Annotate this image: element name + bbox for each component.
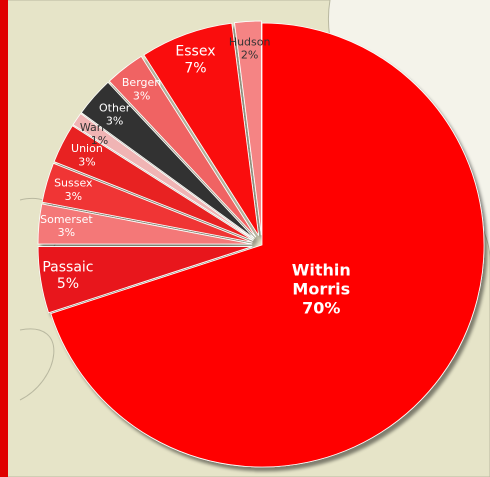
- slice-value-label: 3%: [106, 115, 123, 128]
- slice-value-label: 3%: [78, 155, 95, 168]
- pie-slice: [50, 22, 485, 468]
- side-stripe: [0, 0, 8, 477]
- slice-value-label: 3%: [133, 89, 150, 102]
- slice-label: Other: [99, 101, 131, 114]
- slice-value-label: 1%: [91, 134, 108, 147]
- pie-slice: [37, 203, 253, 245]
- slice-label: Hudson: [229, 35, 271, 48]
- slice-label: Warren: [80, 121, 119, 134]
- slice-label: Passaic: [42, 259, 93, 275]
- pie-slice: [37, 246, 253, 314]
- slice-label: Bergen: [122, 76, 161, 89]
- slice-label: Somerset: [40, 213, 93, 226]
- slice-label-line: Morris: [292, 279, 350, 298]
- slice-label-line: Within: [292, 260, 351, 279]
- slice-value-label: 2%: [241, 49, 258, 62]
- slice-label: Essex: [175, 44, 215, 60]
- slice-label: Sussex: [54, 177, 93, 190]
- pie: [37, 20, 485, 468]
- pie-slice: [234, 20, 262, 236]
- labels: Within Morris70%Passaic5%Somerset3%Sussex…: [40, 35, 351, 317]
- pie-slice: [41, 162, 253, 243]
- slice-value-label: 7%: [184, 61, 206, 77]
- slice-label: Within Morris: [292, 260, 351, 298]
- pie-slice: [143, 22, 260, 236]
- pie-slice: [53, 125, 254, 241]
- pie-slice: [108, 55, 257, 238]
- pie-slice: [72, 113, 254, 240]
- slice-label: Union: [71, 142, 103, 155]
- pie-slice: [80, 81, 255, 239]
- slice-value-label: 5%: [57, 276, 79, 292]
- slice-value-label: 70%: [302, 298, 340, 317]
- slice-value-label: 3%: [58, 226, 75, 239]
- slice-value-label: 3%: [65, 190, 82, 203]
